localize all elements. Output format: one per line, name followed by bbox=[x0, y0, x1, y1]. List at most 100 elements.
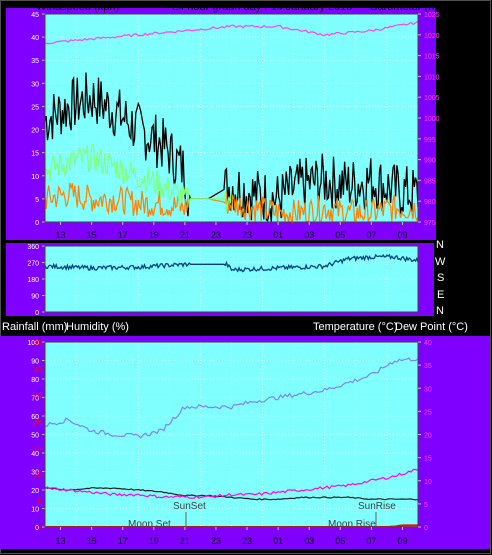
x-tick-label: 19 bbox=[149, 536, 159, 546]
series-pressure bbox=[44, 20, 419, 45]
y2-tick-label: 985 bbox=[424, 178, 436, 185]
y2-tick-label: 1005 bbox=[424, 95, 440, 102]
compass-w: W bbox=[435, 256, 446, 268]
rain-tick-label: 35 bbox=[33, 340, 41, 347]
y-tick-label: 0 bbox=[35, 525, 39, 532]
compass-n-bottom: N bbox=[436, 305, 444, 317]
y-tick-label: 50 bbox=[31, 433, 39, 440]
y-tick-label: 100 bbox=[27, 340, 39, 347]
rainfall-title: Rainfall (mm) bbox=[2, 321, 67, 333]
y-tick-label: 15 bbox=[31, 151, 39, 158]
y2-tick-label: 0 bbox=[424, 525, 428, 532]
y2-tick-label: 40 bbox=[424, 340, 432, 347]
dewpoint-title: Dew Point (°C) bbox=[395, 321, 468, 333]
y2-tick-label: 15 bbox=[424, 456, 432, 463]
temp-axes: 0102030405060708090100051015202530354005… bbox=[27, 340, 432, 546]
y2-tick-label: 10 bbox=[424, 479, 432, 486]
wind-panel-plot bbox=[45, 14, 418, 222]
y-tick-label: 270 bbox=[27, 261, 39, 268]
y-tick-label: 70 bbox=[31, 396, 39, 403]
y-tick-label: 0 bbox=[35, 310, 39, 317]
y2-tick-label: 1020 bbox=[424, 33, 440, 40]
x-tick-label: 05 bbox=[335, 230, 345, 240]
y-tick-label: 10 bbox=[31, 507, 39, 514]
sunset-label: SunSet bbox=[173, 501, 206, 512]
rain-tick-label: 0 bbox=[37, 525, 41, 532]
x-tick-label: 03 bbox=[304, 230, 314, 240]
series-direction bbox=[44, 253, 419, 273]
y2-tick-label: 990 bbox=[424, 158, 436, 165]
rain-tick-label: 10 bbox=[33, 472, 41, 479]
y-tick-label: 360 bbox=[27, 244, 39, 251]
wind-axes: 0510152025303540459759809859909951000100… bbox=[31, 12, 439, 240]
x-tick-label: 03 bbox=[304, 536, 314, 546]
barometer-title: Barometer (hpa) bbox=[370, 1, 450, 13]
humidity-title: Humidity (%) bbox=[66, 321, 129, 333]
temperature-title: Temperature (°C) bbox=[313, 321, 397, 333]
x-tick-label: 13 bbox=[56, 536, 66, 546]
y-tick-label: 180 bbox=[27, 277, 39, 284]
x-tick-label: 09 bbox=[397, 230, 407, 240]
y-tick-label: 60 bbox=[31, 414, 39, 421]
y-tick-label: 40 bbox=[31, 35, 39, 42]
y-tick-label: 90 bbox=[31, 359, 39, 366]
series-gust bbox=[44, 72, 419, 223]
y-tick-label: 35 bbox=[31, 58, 39, 65]
x-tick-label: 23 bbox=[242, 230, 252, 240]
x-tick-label: 15 bbox=[87, 230, 97, 240]
compass-s: S bbox=[437, 272, 444, 284]
y2-tick-label: 20 bbox=[424, 433, 432, 440]
compass-n-top: N bbox=[436, 239, 444, 251]
y2-tick-label: 1025 bbox=[424, 12, 440, 19]
x-tick-label: 23 bbox=[211, 536, 221, 546]
x-tick-label: 17 bbox=[118, 230, 128, 240]
series-light bbox=[44, 143, 233, 213]
y2-tick-label: 975 bbox=[424, 220, 436, 227]
y2-tick-label: 1015 bbox=[424, 54, 440, 61]
x-tick-label: 21 bbox=[180, 536, 190, 546]
rain-tick-label: 20 bbox=[33, 419, 41, 426]
wind-title: Windspeed (kph) bbox=[36, 1, 119, 13]
rain-tick-label: 30 bbox=[33, 366, 41, 373]
x-tick-label: 15 bbox=[87, 536, 97, 546]
x-tick-label: 01 bbox=[273, 230, 283, 240]
moonset-label: Moon Set bbox=[128, 519, 171, 530]
moonrise-label: Moon Rise bbox=[328, 519, 376, 530]
x-tick-label: 05 bbox=[335, 536, 345, 546]
y-tick-label: 0 bbox=[35, 220, 39, 227]
y2-tick-label: 30 bbox=[424, 386, 432, 393]
x-tick-label: 17 bbox=[118, 536, 128, 546]
series-humidity bbox=[45, 357, 419, 439]
y2-tick-label: 980 bbox=[424, 199, 436, 206]
compass-e: E bbox=[437, 289, 444, 301]
sunrise-label: SunRise bbox=[358, 501, 396, 512]
y2-tick-label: 1010 bbox=[424, 74, 440, 81]
y2-tick-label: 5 bbox=[424, 502, 428, 509]
y-tick-label: 30 bbox=[31, 470, 39, 477]
direction-series bbox=[44, 253, 419, 273]
y-tick-label: 80 bbox=[31, 377, 39, 384]
series-dewpoint bbox=[44, 468, 419, 499]
plot-border bbox=[44, 245, 419, 313]
y-tick-label: 45 bbox=[31, 12, 39, 19]
y2-tick-label: 35 bbox=[424, 363, 432, 370]
x-tick-label: 13 bbox=[56, 230, 66, 240]
x-tick-label: 23 bbox=[242, 536, 252, 546]
y-tick-label: 25 bbox=[31, 104, 39, 111]
rain-tick-label: 5 bbox=[37, 499, 41, 506]
y2-tick-label: 995 bbox=[424, 137, 436, 144]
y-tick-label: 40 bbox=[31, 451, 39, 458]
rain-tick-label: 15 bbox=[33, 446, 41, 453]
direction-axes: 0 90 180 270 360 bbox=[27, 244, 419, 317]
x-tick-label: 19 bbox=[149, 230, 159, 240]
y-tick-label: 20 bbox=[31, 488, 39, 495]
y-tick-label: 5 bbox=[35, 197, 39, 204]
x-tick-label: 21 bbox=[180, 230, 190, 240]
rain-tick-label: 25 bbox=[33, 393, 41, 400]
x-tick-label: 07 bbox=[366, 536, 376, 546]
x-tick-label: 07 bbox=[366, 230, 376, 240]
y-tick-label: 30 bbox=[31, 81, 39, 88]
y2-tick-label: 1000 bbox=[424, 116, 440, 123]
